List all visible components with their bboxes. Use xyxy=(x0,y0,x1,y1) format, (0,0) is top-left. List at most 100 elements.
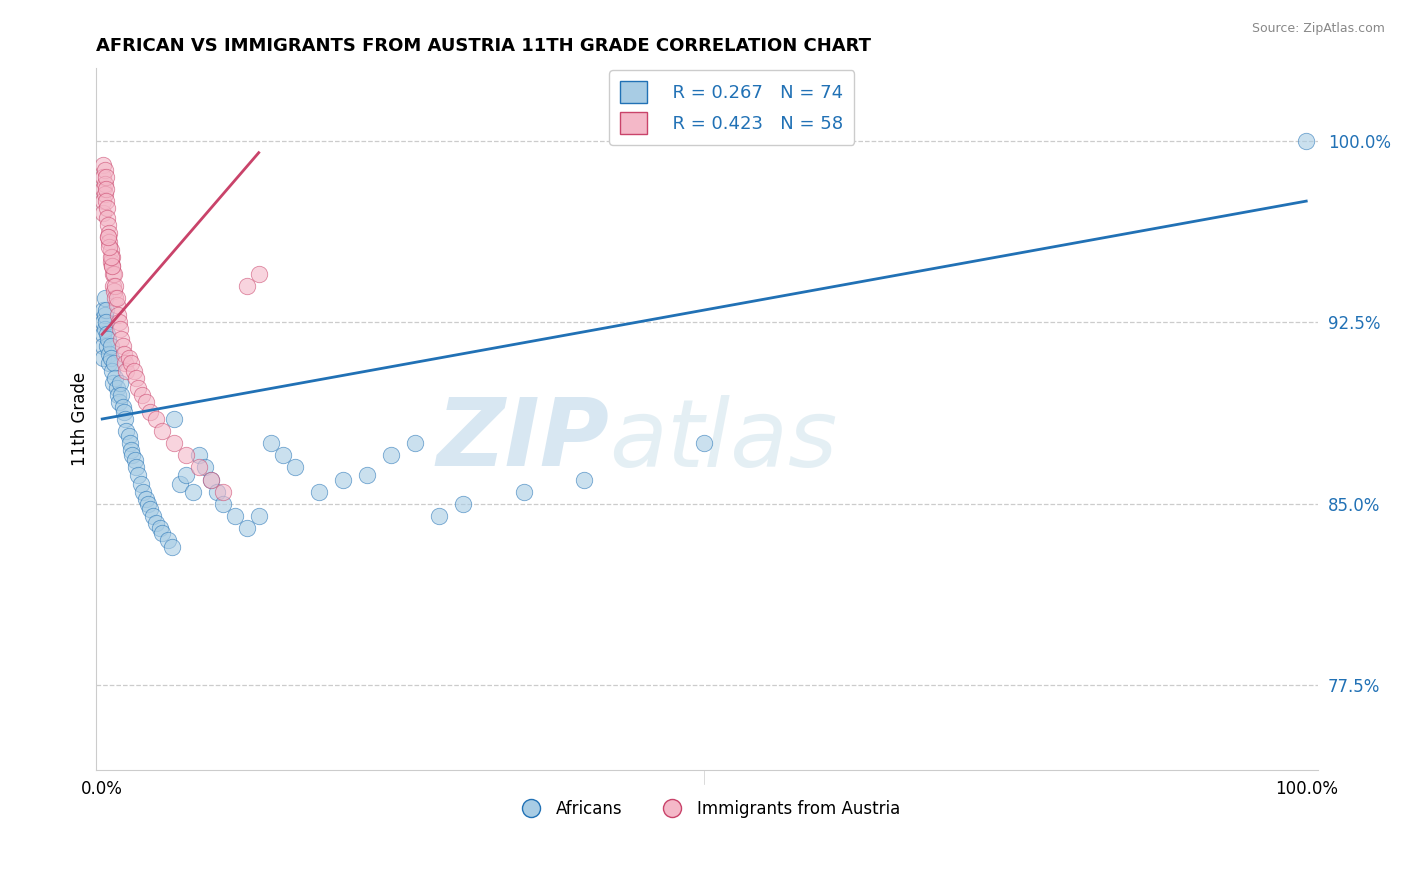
Point xyxy=(97,230,120,244)
Point xyxy=(111,339,134,353)
Point xyxy=(93,322,115,336)
Point xyxy=(93,303,115,318)
Point xyxy=(101,278,124,293)
Point xyxy=(163,412,186,426)
Point xyxy=(108,315,131,329)
Point xyxy=(142,508,165,523)
Point xyxy=(132,484,155,499)
Point xyxy=(94,169,117,184)
Point xyxy=(160,541,183,555)
Point xyxy=(163,436,186,450)
Point xyxy=(135,491,157,506)
Point xyxy=(93,182,115,196)
Point xyxy=(105,298,128,312)
Point xyxy=(118,351,141,366)
Point xyxy=(94,182,117,196)
Point xyxy=(104,278,127,293)
Point xyxy=(308,484,330,499)
Point xyxy=(101,260,124,274)
Point xyxy=(93,308,115,322)
Point xyxy=(427,508,450,523)
Point xyxy=(101,267,124,281)
Point xyxy=(93,169,115,184)
Point xyxy=(271,448,294,462)
Text: AFRICAN VS IMMIGRANTS FROM AUSTRIA 11TH GRADE CORRELATION CHART: AFRICAN VS IMMIGRANTS FROM AUSTRIA 11TH … xyxy=(96,37,872,55)
Point xyxy=(115,363,138,377)
Point xyxy=(93,186,115,201)
Point xyxy=(110,322,132,336)
Point xyxy=(125,460,148,475)
Point xyxy=(404,436,426,450)
Point xyxy=(211,497,233,511)
Point xyxy=(118,436,141,450)
Point xyxy=(100,250,122,264)
Point xyxy=(136,497,159,511)
Point xyxy=(96,211,118,225)
Point xyxy=(110,376,132,390)
Point xyxy=(115,424,138,438)
Point xyxy=(145,516,167,530)
Point xyxy=(100,339,122,353)
Point xyxy=(93,291,115,305)
Point xyxy=(200,473,222,487)
Point xyxy=(169,477,191,491)
Point xyxy=(120,356,142,370)
Point xyxy=(96,202,118,216)
Point xyxy=(572,473,595,487)
Point xyxy=(114,412,136,426)
Point xyxy=(693,436,716,450)
Point xyxy=(93,177,115,191)
Point xyxy=(187,460,209,475)
Point xyxy=(93,339,115,353)
Text: atlas: atlas xyxy=(609,394,838,485)
Point xyxy=(100,243,122,257)
Point xyxy=(97,332,120,346)
Point xyxy=(129,477,152,491)
Point xyxy=(108,395,131,409)
Point xyxy=(139,405,162,419)
Text: Source: ZipAtlas.com: Source: ZipAtlas.com xyxy=(1251,22,1385,36)
Point xyxy=(110,388,132,402)
Point xyxy=(110,332,132,346)
Point xyxy=(94,315,117,329)
Point xyxy=(356,467,378,482)
Point xyxy=(107,308,129,322)
Point xyxy=(127,467,149,482)
Point xyxy=(247,508,270,523)
Point xyxy=(93,206,115,220)
Point xyxy=(211,484,233,499)
Point xyxy=(139,501,162,516)
Point xyxy=(152,424,174,438)
Point xyxy=(114,356,136,370)
Point xyxy=(125,371,148,385)
Point xyxy=(96,327,118,342)
Point xyxy=(98,240,121,254)
Point xyxy=(93,162,115,177)
Point xyxy=(176,467,198,482)
Point xyxy=(247,267,270,281)
Point xyxy=(118,429,141,443)
Point xyxy=(104,291,127,305)
Point xyxy=(122,363,145,377)
Point xyxy=(100,254,122,268)
Point xyxy=(112,405,135,419)
Point xyxy=(145,412,167,426)
Point xyxy=(284,460,307,475)
Y-axis label: 11th Grade: 11th Grade xyxy=(72,372,89,466)
Point xyxy=(93,351,115,366)
Point xyxy=(127,380,149,394)
Point xyxy=(107,388,129,402)
Point xyxy=(512,484,534,499)
Point xyxy=(93,315,115,329)
Point xyxy=(98,226,121,240)
Point xyxy=(332,473,354,487)
Point xyxy=(121,448,143,462)
Point xyxy=(101,363,124,377)
Point xyxy=(97,219,120,233)
Point xyxy=(135,395,157,409)
Point xyxy=(193,460,215,475)
Point xyxy=(103,284,125,298)
Point xyxy=(131,388,153,402)
Point xyxy=(205,484,228,499)
Point xyxy=(96,339,118,353)
